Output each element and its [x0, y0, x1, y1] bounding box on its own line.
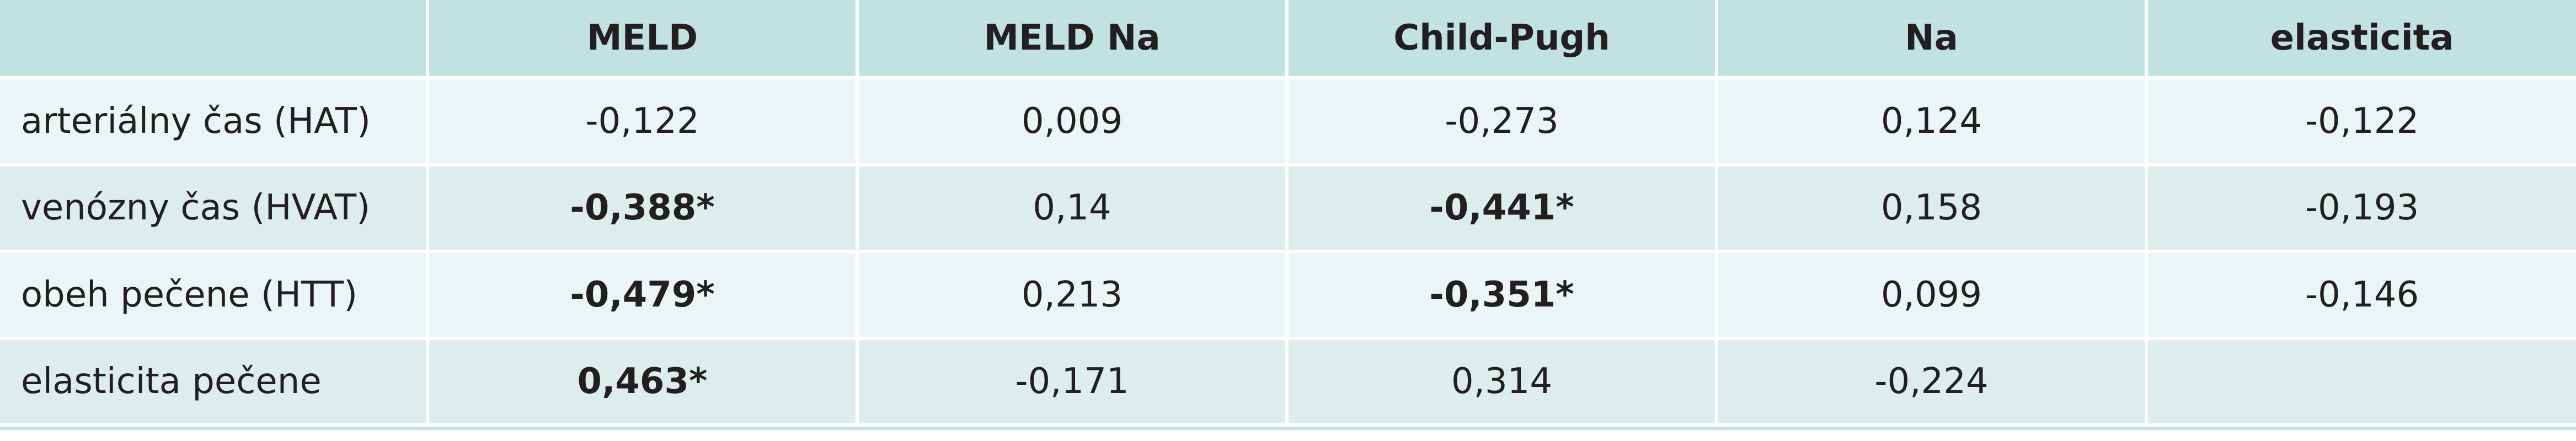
header-row: MELD MELD Na Child-Pugh Na elasticita — [0, 0, 2576, 79]
table-row: venózny čas (HVAT) -0,388* 0,14 -0,441* … — [0, 164, 2576, 253]
header-corner — [0, 0, 429, 79]
table-cell: -0,122 — [2146, 78, 2576, 166]
table-cell: -0,171 — [857, 338, 1289, 427]
column-header-na: Na — [1717, 0, 2148, 79]
table-cell: 0,099 — [1717, 251, 2148, 340]
table-cell: -0,273 — [1287, 78, 1718, 166]
table-row: arteriálny čas (HAT) -0,122 0,009 -0,273… — [0, 78, 2576, 166]
table-cell: -0,224 — [1717, 338, 2148, 427]
table-row: obeh pečene (HTT) -0,479* 0,213 -0,351* … — [0, 251, 2576, 340]
table-row: elasticita pečene 0,463* -0,171 0,314 -0… — [0, 338, 2576, 427]
column-header-elasticita: elasticita — [2146, 0, 2576, 79]
table-cell: 0,14 — [857, 164, 1289, 253]
table-cell: -0,388* — [427, 164, 859, 253]
table-cell: -0,441* — [1287, 164, 1718, 253]
table-cell: -0,193 — [2146, 164, 2576, 253]
table-cell: 0,213 — [857, 251, 1289, 340]
row-label: arteriálny čas (HAT) — [0, 78, 429, 166]
table-cell: -0,479* — [427, 251, 859, 340]
bottom-rule — [0, 427, 2576, 430]
column-header-meld: MELD — [427, 0, 859, 79]
row-label: obeh pečene (HTT) — [0, 251, 429, 340]
row-label: elasticita pečene — [0, 338, 429, 427]
table-cell: 0,124 — [1717, 78, 2148, 166]
table-cell: 0,463* — [427, 338, 859, 427]
table-cell: 0,158 — [1717, 164, 2148, 253]
table-cell: 0,314 — [1287, 338, 1718, 427]
table-cell: 0,009 — [857, 78, 1289, 166]
column-header-child-pugh: Child-Pugh — [1287, 0, 1718, 79]
row-label: venózny čas (HVAT) — [0, 164, 429, 253]
column-header-meld-na: MELD Na — [857, 0, 1289, 79]
table-cell: -0,122 — [427, 78, 859, 166]
table-cell: -0,351* — [1287, 251, 1718, 340]
table-cell: -0,146 — [2146, 251, 2576, 340]
table-cell — [2146, 338, 2576, 427]
correlation-table: MELD MELD Na Child-Pugh Na elasticita ar… — [0, 0, 2576, 427]
